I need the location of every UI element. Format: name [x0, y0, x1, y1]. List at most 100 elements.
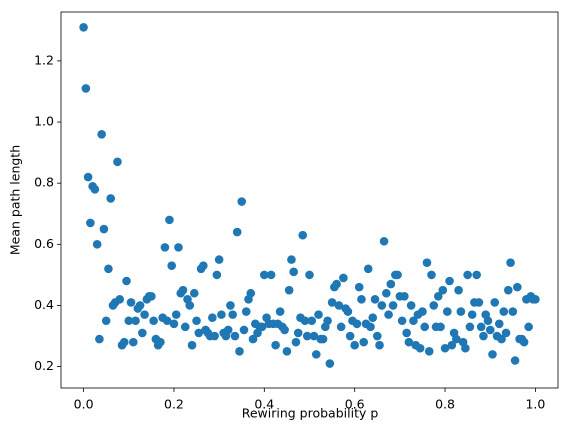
point	[370, 295, 380, 304]
point	[287, 255, 296, 264]
point	[447, 340, 457, 350]
point	[519, 337, 529, 347]
point	[400, 291, 409, 301]
point	[165, 215, 174, 225]
point	[472, 270, 481, 280]
point	[325, 359, 335, 368]
point	[187, 340, 197, 350]
point	[379, 236, 389, 246]
x-tick-label: 0.6	[345, 397, 365, 412]
x-axis-label: Rewiring probability p	[242, 406, 379, 421]
point	[235, 347, 244, 356]
point	[128, 337, 138, 347]
x-tick-label: 0.8	[435, 397, 455, 412]
point	[372, 331, 382, 341]
point	[334, 301, 344, 310]
point	[208, 313, 217, 322]
point	[350, 340, 359, 350]
point	[461, 343, 470, 353]
point	[327, 298, 337, 307]
point	[119, 337, 129, 347]
point	[99, 224, 109, 234]
point	[241, 307, 251, 316]
point	[115, 295, 125, 304]
point	[199, 261, 208, 271]
x-tick-label: 0.2	[164, 397, 184, 412]
point	[388, 301, 398, 310]
point	[490, 298, 500, 307]
point	[427, 270, 436, 280]
point	[298, 230, 308, 240]
point	[404, 337, 414, 347]
point	[248, 334, 258, 344]
point	[456, 307, 466, 316]
point	[352, 319, 362, 329]
point	[309, 331, 319, 341]
y-tick-label: 0.2	[34, 358, 54, 373]
point	[131, 316, 140, 326]
point	[226, 301, 235, 310]
point	[275, 307, 285, 316]
point	[343, 307, 353, 316]
point	[210, 331, 219, 341]
point	[178, 285, 188, 295]
point	[305, 270, 314, 280]
point	[424, 347, 434, 356]
point	[79, 22, 88, 32]
point	[476, 322, 486, 332]
point	[302, 331, 312, 341]
point	[332, 279, 341, 289]
point	[429, 301, 439, 310]
point	[524, 322, 533, 332]
point	[440, 343, 450, 353]
point	[156, 337, 165, 347]
point	[314, 310, 323, 319]
point	[237, 197, 247, 206]
point	[95, 334, 104, 344]
point	[174, 243, 183, 252]
point	[169, 319, 179, 329]
point	[230, 331, 240, 341]
point	[106, 194, 115, 203]
point	[149, 316, 158, 326]
point	[162, 316, 172, 326]
point	[438, 285, 448, 295]
point	[180, 322, 190, 332]
y-axis-label: Mean path length	[8, 145, 23, 255]
point	[336, 322, 346, 332]
point	[92, 240, 102, 249]
point	[386, 279, 396, 289]
point	[402, 328, 411, 338]
point	[454, 285, 463, 295]
y-tick-label: 0.6	[34, 236, 54, 251]
point	[135, 301, 145, 310]
point	[445, 276, 454, 286]
point	[280, 325, 289, 335]
point	[185, 301, 195, 310]
point	[384, 310, 393, 319]
point	[531, 295, 540, 304]
point	[409, 316, 418, 326]
point	[97, 129, 106, 139]
point	[422, 258, 432, 267]
point	[81, 84, 91, 93]
point	[488, 350, 497, 359]
point	[479, 331, 488, 341]
point	[160, 243, 170, 252]
point	[266, 270, 276, 280]
point	[311, 350, 321, 359]
point	[393, 270, 402, 280]
point	[485, 325, 495, 335]
point	[497, 334, 506, 344]
point	[323, 316, 332, 326]
point	[506, 258, 515, 267]
point	[436, 322, 445, 332]
point	[465, 322, 475, 332]
point	[415, 343, 425, 353]
point	[501, 328, 511, 338]
point	[452, 334, 461, 344]
point	[377, 301, 387, 310]
y-tick-label: 0.8	[34, 175, 54, 190]
